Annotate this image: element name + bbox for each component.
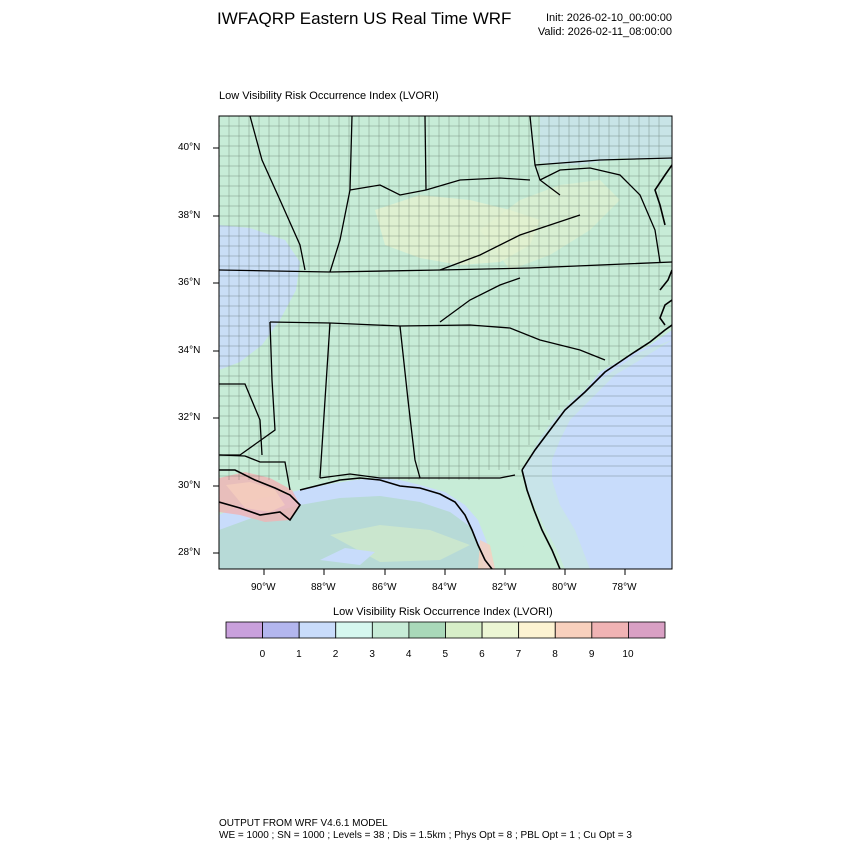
colorbar-swatch (518, 621, 556, 639)
mississippi-valley-low (219, 225, 300, 370)
colorbar-tick-label: 1 (296, 649, 302, 660)
colorbar-swatch (262, 621, 300, 639)
lat-label: 28°N (178, 547, 201, 558)
lat-label: 30°N (178, 480, 201, 491)
colorbar (225, 621, 666, 639)
lon-label: 90°W (251, 582, 276, 593)
colorbar-swatch (335, 621, 373, 639)
coastline (219, 164, 672, 569)
field-subtitle: Low Visibility Risk Occurrence Index (LV… (219, 90, 439, 102)
gulf-blue-patch (320, 548, 375, 565)
lon-label: 78°W (612, 582, 637, 593)
colorbar-tick-label: 5 (442, 649, 449, 660)
lon-label: 80°W (552, 582, 577, 593)
florida-high (478, 540, 495, 569)
colorbar-title: Low Visibility Risk Occurrence Index (LV… (333, 606, 553, 618)
colorbar-tick-label: 4 (405, 649, 412, 660)
lat-label: 34°N (178, 345, 201, 356)
init-time: Init: 2026-02-10_00:00:00 (546, 12, 672, 24)
atlantic-shelf (518, 340, 672, 569)
colorbar-tick-label: 0 (259, 649, 266, 660)
colorbar-swatch (408, 621, 446, 639)
colorbar-swatch (445, 621, 483, 639)
map-panel (219, 116, 672, 569)
colorbar-swatch (554, 621, 593, 639)
colorbar-swatch (225, 621, 263, 639)
footer-config: WE = 1000 ; SN = 1000 ; Levels = 38 ; Di… (219, 830, 632, 841)
lat-label: 40°N (178, 142, 201, 153)
footer-model: OUTPUT FROM WRF V4.6.1 MODEL (219, 818, 388, 829)
louisiana-mid (226, 482, 285, 512)
state-borders (219, 116, 672, 491)
colorbar-tick-label: 3 (369, 649, 375, 660)
colorbar-tick-label: 9 (588, 649, 595, 660)
colorbar-swatch (371, 621, 410, 639)
lat-label: 38°N (178, 210, 201, 221)
colorbar-swatch (591, 621, 629, 639)
colorbar-tick-label: 10 (622, 649, 634, 660)
county-lines (219, 116, 672, 480)
north-corner-low (540, 116, 672, 165)
colorbar-swatch (628, 621, 666, 639)
lon-label: 84°W (432, 582, 457, 593)
axis-ticks (213, 147, 626, 575)
colorbar-tick-label: 8 (552, 649, 558, 660)
plot-title: IWFAQRP Eastern US Real Time WRF (217, 9, 512, 28)
lon-label: 88°W (311, 582, 336, 593)
lon-label: 86°W (372, 582, 397, 593)
colorbar-swatch (481, 621, 520, 639)
lon-label: 82°W (492, 582, 517, 593)
colorbar-tick-label: 6 (479, 649, 485, 660)
colorbar-swatch (298, 621, 337, 639)
colorbar-tick-label: 7 (515, 649, 522, 660)
lat-label: 32°N (178, 412, 201, 423)
colorbar-tick-label: 2 (332, 649, 339, 660)
valid-time: Valid: 2026-02-11_08:00:00 (537, 26, 672, 38)
lat-label: 36°N (178, 277, 201, 288)
